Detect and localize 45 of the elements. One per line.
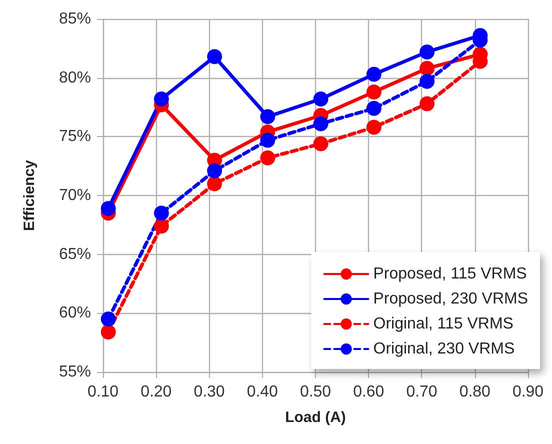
legend-label: Proposed, 230 VRMS [373,290,528,308]
point [420,60,435,76]
y-tick-label: 65% [58,246,91,263]
point [420,44,435,60]
legend-label: Proposed, 115 VRMS [373,266,527,282]
legend-label: Original, 230 VRMS [373,340,515,358]
y-axis-title: Efficiency [21,159,38,231]
point [154,218,169,234]
point [366,100,382,116]
x-tick-label: 0.70 [406,384,438,400]
point [313,92,328,107]
point [313,116,328,132]
point [366,120,382,135]
x-tick-label: 0.40 [246,384,278,400]
point [260,132,276,148]
x-tick-label: 0.20 [140,384,172,400]
y-tick-label: 55% [58,364,91,380]
x-tick-label: 0.10 [87,384,119,400]
x-axis-title: Load (A) [285,409,346,426]
x-tick-label: 0.80 [459,384,491,400]
point [207,49,222,64]
point [207,163,222,178]
point [154,92,169,107]
point [420,96,435,112]
point [366,84,382,100]
x-tick-label: 0.50 [300,384,332,400]
point [154,206,169,221]
x-tick-label: 0.30 [194,384,225,400]
x-tick-label: 0.60 [353,384,384,400]
y-tick-label: 80% [58,69,91,86]
point [100,200,116,216]
y-tick-label: 70% [58,187,91,204]
y-tick-label: 60% [58,304,91,322]
point [420,74,435,89]
point [260,150,276,166]
point [207,176,222,192]
y-tick-label: 75% [58,128,91,146]
point [100,312,116,327]
point [260,109,276,124]
legend-label: Original, 115 VRMS [373,316,514,332]
y-tick-label: 85% [58,10,91,28]
point [100,324,116,340]
point [313,136,328,152]
point [366,66,382,82]
x-tick-label: 0.90 [512,384,544,400]
